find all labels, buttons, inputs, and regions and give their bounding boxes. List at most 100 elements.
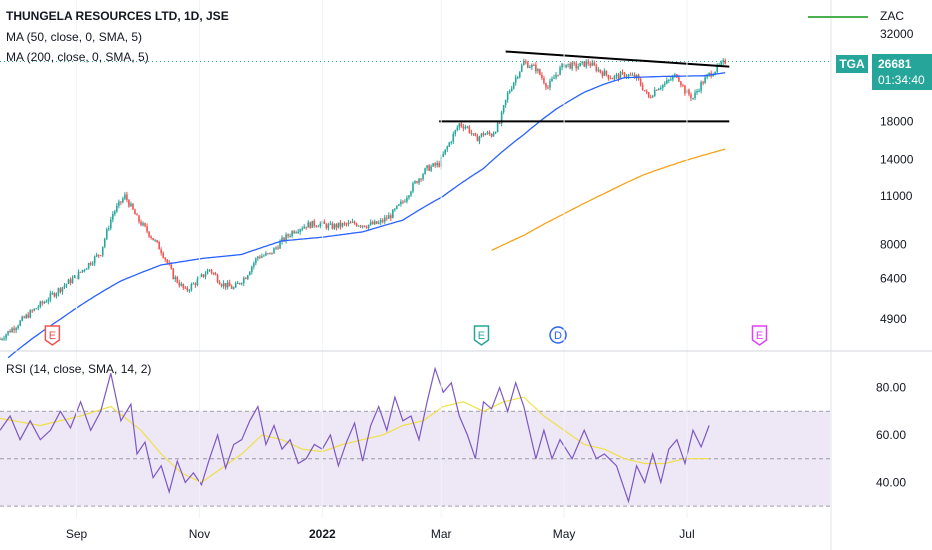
candle-up: [522, 61, 525, 66]
candle-up: [77, 271, 80, 280]
candle-down: [277, 247, 279, 249]
candle-down: [293, 231, 295, 233]
candle-down: [218, 282, 221, 285]
candle-up: [130, 203, 132, 207]
candle-up: [112, 214, 114, 220]
candle-down: [684, 85, 686, 94]
trend-line: [505, 50, 730, 68]
candle-up: [361, 225, 364, 227]
candle-down: [172, 268, 175, 280]
candle-up: [408, 195, 410, 198]
candle-down: [259, 256, 261, 258]
candle-down: [305, 226, 308, 228]
candle-up: [204, 274, 207, 277]
candle-up: [414, 181, 416, 184]
candle-up: [551, 78, 553, 82]
candle-up: [508, 91, 511, 94]
candle-up: [351, 221, 354, 223]
candle-down: [527, 62, 529, 68]
candle-up: [585, 61, 588, 67]
candle-up: [464, 127, 467, 129]
candle-down: [152, 238, 154, 241]
candle-down: [482, 133, 485, 136]
candle-down: [593, 62, 596, 66]
candle-up: [236, 282, 239, 284]
rsi-tick-label: 40.00: [876, 475, 906, 489]
candle-down: [212, 272, 215, 274]
candle-up: [603, 70, 606, 76]
candle-up: [579, 62, 581, 67]
candle-down: [629, 74, 632, 76]
candle-down: [144, 223, 146, 227]
price-tick-label: 6400: [880, 272, 907, 286]
earnings-marker: [473, 325, 490, 346]
candle-down: [230, 286, 233, 289]
candle-up: [35, 308, 38, 310]
candle-up: [529, 67, 531, 69]
candle-up: [295, 232, 297, 234]
candle-up: [430, 166, 432, 171]
candle-up: [285, 234, 287, 241]
candle-down: [462, 126, 465, 129]
candle-up: [341, 223, 344, 227]
candle-up: [653, 89, 656, 96]
candle-down: [31, 310, 34, 312]
candle-up: [619, 72, 622, 79]
candle-up: [124, 194, 126, 199]
candle-up: [404, 201, 406, 203]
bar-countdown: 01:34:40: [878, 73, 925, 87]
candle-up: [15, 328, 17, 331]
candle-up: [659, 87, 662, 89]
candle-up: [561, 63, 563, 68]
candle-down: [476, 136, 479, 142]
candle-down: [150, 236, 152, 239]
candle-up: [549, 81, 551, 88]
candle-down: [533, 64, 535, 66]
candle-up: [357, 225, 360, 227]
candle-up: [373, 221, 376, 225]
candle-down: [287, 234, 289, 237]
candle-up: [39, 301, 42, 308]
candle-up: [567, 63, 569, 65]
candle-up: [518, 71, 521, 78]
candle-up: [452, 133, 455, 142]
candle-up: [472, 133, 475, 135]
candle-down: [543, 78, 545, 84]
price-tick-label: 18000: [880, 114, 914, 128]
candle-down: [541, 74, 543, 79]
candle-down: [359, 225, 362, 227]
candle-up: [47, 299, 50, 302]
candle-up: [722, 60, 725, 63]
candle-down: [335, 224, 338, 228]
candle-down: [682, 85, 684, 87]
candle-up: [11, 328, 13, 333]
candle-down: [724, 60, 727, 64]
candle-up: [297, 231, 299, 233]
candle-up: [317, 226, 320, 228]
candle-up: [49, 293, 52, 300]
candle-down: [178, 282, 181, 286]
candle-down: [176, 277, 179, 283]
candle-down: [23, 316, 25, 318]
candle-down: [160, 249, 162, 254]
candle-up: [388, 215, 390, 219]
candle-down: [27, 314, 30, 318]
candle-up: [329, 223, 332, 225]
price-tick-label: 11000: [880, 189, 913, 203]
candle-up: [694, 92, 696, 99]
candle-up: [17, 325, 19, 329]
candle-down: [59, 288, 62, 292]
candle-down: [214, 273, 217, 276]
candle-up: [394, 208, 396, 210]
candle-up: [480, 133, 483, 137]
candle-down: [381, 220, 384, 222]
candle-up: [500, 112, 503, 124]
candle-up: [273, 248, 275, 254]
candle-up: [466, 126, 469, 128]
candle-up: [442, 154, 445, 157]
candle-up: [208, 269, 211, 271]
candle-down: [416, 181, 418, 184]
candle-down: [402, 201, 404, 203]
candle-up: [275, 247, 277, 249]
candle-up: [257, 256, 259, 259]
